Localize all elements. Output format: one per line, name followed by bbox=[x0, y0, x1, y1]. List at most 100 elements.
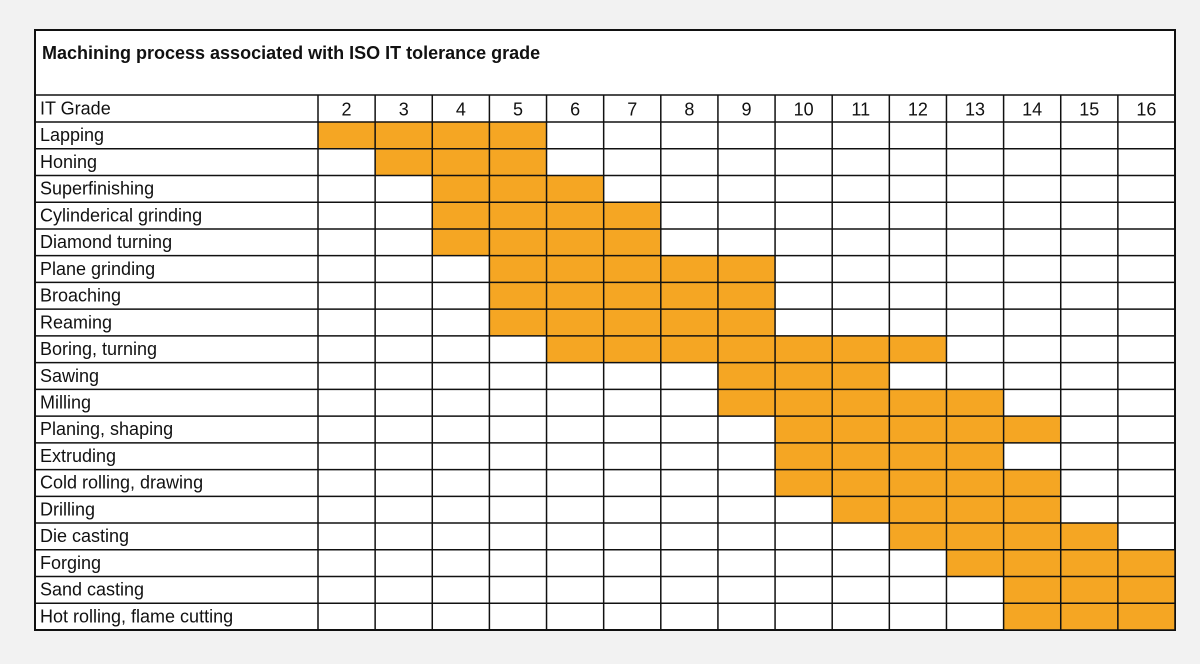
process-label: Hot rolling, flame cutting bbox=[40, 606, 233, 626]
filled-cell bbox=[832, 442, 890, 470]
filled-cell bbox=[946, 442, 1004, 470]
filled-cell bbox=[832, 335, 890, 363]
header-label: IT Grade bbox=[40, 98, 111, 118]
process-label: Boring, turning bbox=[40, 339, 157, 359]
filled-cell bbox=[1003, 416, 1061, 443]
grade-header: 15 bbox=[1079, 99, 1099, 119]
process-label: Forging bbox=[40, 553, 101, 573]
filled-cell bbox=[889, 416, 947, 443]
filled-cell bbox=[832, 496, 890, 524]
filled-cell bbox=[1117, 576, 1175, 604]
filled-cell bbox=[660, 335, 718, 363]
grade-header: 13 bbox=[965, 99, 985, 119]
process-label: Honing bbox=[40, 152, 97, 172]
filled-cell bbox=[717, 362, 776, 390]
filled-cell bbox=[1003, 549, 1061, 577]
filled-cell bbox=[717, 335, 776, 363]
filled-cell bbox=[832, 469, 890, 497]
filled-cell bbox=[1003, 469, 1061, 497]
filled-cell bbox=[660, 309, 718, 336]
filled-cell bbox=[489, 255, 547, 283]
filled-cell bbox=[1060, 603, 1118, 630]
process-label: Broaching bbox=[40, 286, 121, 306]
filled-cell bbox=[775, 442, 833, 470]
filled-cell bbox=[432, 148, 490, 176]
grade-header: 7 bbox=[627, 99, 637, 119]
filled-cell bbox=[489, 309, 547, 336]
process-label: Plane grinding bbox=[40, 259, 155, 279]
filled-cell bbox=[546, 309, 604, 336]
grade-header: 8 bbox=[684, 99, 694, 119]
filled-cell bbox=[603, 309, 661, 336]
filled-cell bbox=[546, 335, 604, 363]
filled-cell bbox=[832, 389, 890, 417]
filled-cell bbox=[489, 148, 547, 176]
process-label: Cylinderical grinding bbox=[40, 205, 202, 225]
filled-cell bbox=[1003, 576, 1061, 604]
process-label: Superfinishing bbox=[40, 179, 154, 199]
filled-cell bbox=[889, 389, 947, 417]
filled-cell bbox=[432, 202, 490, 229]
filled-cell bbox=[603, 228, 661, 256]
filled-cell bbox=[660, 282, 718, 310]
filled-cell bbox=[432, 228, 490, 256]
filled-cell bbox=[546, 175, 604, 203]
filled-cell bbox=[603, 282, 661, 310]
process-label: Milling bbox=[40, 392, 91, 412]
filled-cell bbox=[1003, 496, 1061, 524]
filled-cell bbox=[889, 523, 947, 550]
table-title: Machining process associated with ISO IT… bbox=[42, 43, 540, 63]
filled-cell bbox=[603, 255, 661, 283]
process-label: Reaming bbox=[40, 312, 112, 332]
filled-cell bbox=[717, 389, 776, 417]
grade-header: 12 bbox=[908, 99, 928, 119]
process-label: Planing, shaping bbox=[40, 419, 173, 439]
filled-cell bbox=[660, 255, 718, 283]
filled-cell bbox=[889, 442, 947, 470]
process-label: Cold rolling, drawing bbox=[40, 473, 203, 493]
filled-cell bbox=[375, 122, 433, 149]
grade-header: 14 bbox=[1022, 99, 1042, 119]
grade-header: 4 bbox=[456, 99, 466, 119]
filled-cell bbox=[546, 228, 604, 256]
grade-header: 9 bbox=[741, 99, 751, 119]
filled-cell bbox=[946, 496, 1004, 524]
filled-cell bbox=[432, 175, 490, 203]
filled-cell bbox=[603, 335, 661, 363]
grade-header: 3 bbox=[399, 99, 409, 119]
filled-cell bbox=[775, 335, 833, 363]
process-label: Diamond turning bbox=[40, 232, 172, 252]
filled-cell bbox=[489, 175, 547, 203]
filled-cell bbox=[775, 469, 833, 497]
process-label: Die casting bbox=[40, 526, 129, 546]
grade-header: 16 bbox=[1136, 99, 1156, 119]
filled-cell bbox=[889, 469, 947, 497]
filled-cell bbox=[1060, 576, 1118, 604]
filled-cell bbox=[946, 523, 1004, 550]
grade-header: 5 bbox=[513, 99, 523, 119]
filled-cell bbox=[946, 469, 1004, 497]
filled-cell bbox=[1117, 603, 1175, 630]
filled-cell bbox=[432, 122, 490, 149]
filled-cell bbox=[946, 416, 1004, 443]
process-label: Drilling bbox=[40, 499, 95, 519]
filled-cell bbox=[546, 282, 604, 310]
filled-cell bbox=[1117, 549, 1175, 577]
filled-cell bbox=[489, 282, 547, 310]
grade-header: 10 bbox=[794, 99, 814, 119]
filled-cell bbox=[946, 389, 1004, 417]
process-label: Lapping bbox=[40, 125, 104, 145]
filled-cell bbox=[889, 496, 947, 524]
grade-header: 6 bbox=[570, 99, 580, 119]
filled-cell bbox=[489, 122, 547, 149]
filled-cell bbox=[832, 362, 890, 390]
grade-header: 11 bbox=[851, 99, 870, 119]
filled-cell bbox=[546, 202, 604, 229]
filled-cell bbox=[775, 389, 833, 417]
filled-cell bbox=[489, 228, 547, 256]
filled-cell bbox=[375, 148, 433, 176]
filled-cell bbox=[717, 309, 776, 336]
filled-cell bbox=[775, 416, 833, 443]
filled-cell bbox=[946, 549, 1004, 577]
